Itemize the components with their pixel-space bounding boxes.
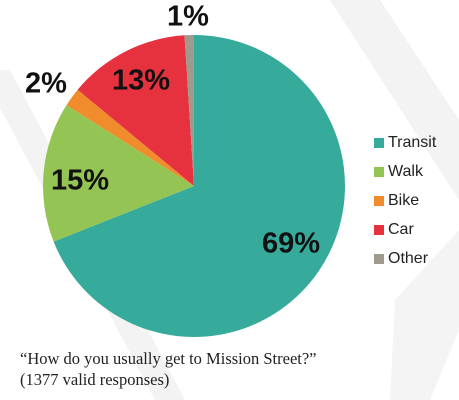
- slice-label-transit: 69%: [262, 228, 320, 260]
- legend-swatch: [374, 195, 384, 206]
- legend-label: Walk: [388, 162, 423, 180]
- legend-item-car: Car: [374, 215, 436, 244]
- legend-label: Bike: [388, 191, 420, 209]
- legend-swatch: [374, 253, 384, 264]
- pie-labels: 69% 15% 2% 13% 1%: [25, 1, 320, 260]
- background-band: [390, 230, 459, 400]
- pie-slice-car: [77, 35, 194, 186]
- legend-label: Other: [388, 249, 429, 267]
- pie-slice-bike: [66, 89, 194, 186]
- legend-swatch: [374, 137, 384, 148]
- chart-title: “How do you usually get to Mission Stree…: [20, 349, 317, 368]
- legend-item-bike: Bike: [374, 186, 436, 215]
- legend-label: Transit: [388, 133, 437, 151]
- legend-swatch: [374, 224, 384, 235]
- legend-item-walk: Walk: [374, 157, 436, 186]
- pie-slice-walk: [42, 105, 195, 242]
- legend-swatch: [374, 166, 384, 177]
- pie-slices: [42, 35, 345, 338]
- slice-label-other: 1%: [167, 1, 209, 33]
- pie-slice-transit: [53, 35, 345, 338]
- background-band: [330, 0, 459, 200]
- slice-label-car: 13%: [112, 65, 170, 97]
- chart-caption: “How do you usually get to Mission Stree…: [20, 348, 450, 390]
- legend-label: Car: [388, 220, 414, 238]
- legend-item-other: Other: [374, 244, 436, 273]
- legend-item-transit: Transit: [374, 128, 436, 157]
- pie-slice-other: [184, 35, 194, 186]
- slice-label-walk: 15%: [51, 165, 109, 197]
- chart-legend: Transit Walk Bike Car Other: [374, 128, 436, 273]
- slice-label-bike: 2%: [25, 68, 67, 100]
- chart-subtitle: (1377 valid responses): [20, 370, 170, 389]
